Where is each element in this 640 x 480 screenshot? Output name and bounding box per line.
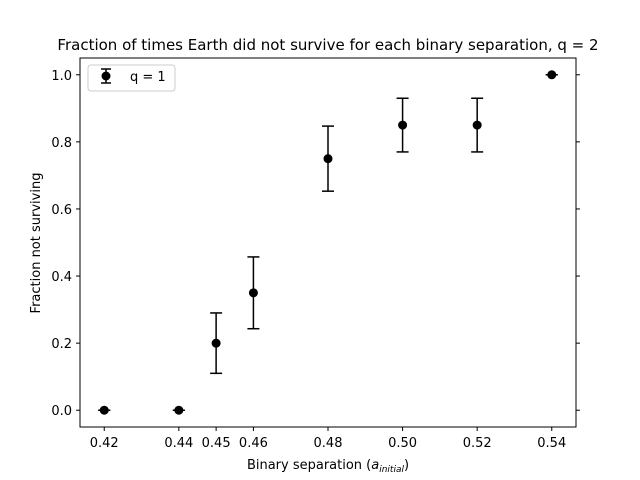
data-point: [211, 338, 221, 348]
y-axis-label: Fraction not surviving: [29, 173, 44, 314]
y-tick-label: 0.4: [51, 270, 72, 285]
x-axis-label-subscript: initial: [379, 465, 404, 475]
x-tick-label: 0.48: [314, 436, 343, 451]
data-point: [99, 405, 109, 415]
x-tick-label: 0.42: [90, 436, 119, 451]
y-axis: 0.0 0.2 0.4 0.6 0.8 1.0: [51, 69, 580, 419]
data-point: [547, 70, 557, 80]
x-tick-label: 0.52: [463, 436, 492, 451]
data-point: [323, 154, 333, 164]
y-tick-label: 1.0: [51, 69, 72, 84]
x-tick-label: 0.54: [537, 436, 566, 451]
legend-box: [87, 64, 176, 92]
y-tick-label: 0.8: [51, 136, 72, 151]
x-tick-label: 0.50: [388, 436, 417, 451]
data-point: [174, 405, 184, 415]
chart-title: Fraction of times Earth did not survive …: [57, 36, 598, 54]
series-group: [98, 70, 558, 415]
x-axis-label-main: Binary separation (: [247, 458, 371, 473]
data-point: [472, 120, 482, 130]
data-point: [248, 288, 258, 298]
x-axis-label-symbol: a: [371, 458, 379, 473]
x-tick-label: 0.46: [239, 436, 268, 451]
legend-label: q = 1: [130, 70, 166, 85]
legend: q = 1: [87, 64, 176, 92]
data-point: [398, 120, 408, 130]
y-tick-label: 0.2: [51, 337, 72, 352]
x-tick-label: 0.44: [164, 436, 193, 451]
y-tick-label: 0.0: [51, 404, 72, 419]
x-axis-label-close: ): [404, 458, 409, 473]
plot-layer: [98, 70, 558, 415]
x-tick-label: 0.45: [202, 436, 231, 451]
y-tick-label: 0.6: [51, 203, 72, 218]
x-axis-label: Binary separation (ainitial): [247, 458, 409, 475]
x-axis: 0.42 0.44 0.45 0.46 0.48 0.50 0.52 0.54: [90, 427, 566, 451]
legend-marker: [101, 71, 111, 81]
